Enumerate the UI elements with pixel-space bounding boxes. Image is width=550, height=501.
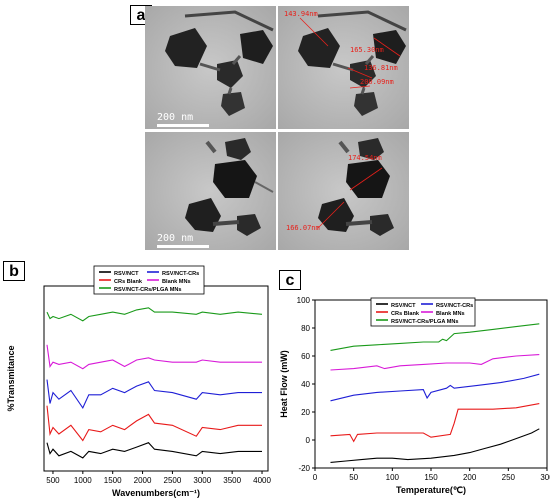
y-tick-label: -20 — [298, 464, 310, 473]
x-tick-label: 3000 — [193, 476, 211, 485]
y-tick-label: 100 — [297, 296, 311, 305]
legend: RSV/NCT RSV/NCT-CRs CRs Blank Blank MNs RSV/… — [93, 265, 205, 295]
tem-particles — [278, 132, 409, 250]
x-tick-label: 250 — [502, 473, 516, 482]
x-tick-label: 1500 — [104, 476, 122, 485]
tem-particles — [278, 6, 409, 129]
tem-image-bottom-right: 174.54nm 166.07nm — [278, 132, 409, 250]
panel-label-c: c — [279, 270, 301, 290]
x-axis-label: Temperature(℃) — [396, 485, 466, 495]
measurement-label: 165.30nm — [350, 46, 384, 54]
x-tick-label: 500 — [46, 476, 60, 485]
measurement-label: 166.07nm — [286, 224, 320, 232]
x-tick-label: 3500 — [223, 476, 241, 485]
series-line — [330, 373, 540, 402]
series-line — [46, 405, 262, 442]
legend-entry: RSV/NCT-CRs — [436, 303, 473, 309]
y-axis-label: Heat Flow (mW) — [279, 350, 289, 418]
x-tick-label: 4000 — [253, 476, 271, 485]
y-tick-label: 0 — [306, 436, 311, 445]
y-axis-label: %Transmitance — [6, 345, 16, 411]
y-tick-label: 60 — [301, 352, 310, 361]
panel-label-b: b — [3, 261, 25, 281]
ftir-chart: 500 1000 1500 2000 2500 3000 3500 4000 Wavenumbe… — [6, 265, 271, 498]
measurement-label: 200.09nm — [360, 78, 394, 86]
series-line — [330, 354, 540, 371]
y-tick-label: 40 — [301, 380, 310, 389]
tem-image-top-right: 143.94nm 165.30nm 136.81nm 200.09nm — [278, 6, 409, 129]
x-tick-label: 1000 — [74, 476, 92, 485]
x-tick-label: 200 — [463, 473, 477, 482]
legend-entry: Blank MNs — [162, 279, 191, 285]
legend-entry: RSV/NCT-CRs/PLGA MNs — [114, 287, 182, 293]
y-tick-label: 20 — [301, 408, 310, 417]
x-tick-label: 150 — [424, 473, 438, 482]
measurement-label: 174.54nm — [348, 154, 382, 162]
x-tick-label: 50 — [349, 473, 358, 482]
plot-frame — [43, 285, 269, 472]
series-line — [46, 307, 263, 322]
legend-entry: CRs Blank — [114, 279, 143, 285]
legend-entry: RSV/NCT-CRs/PLGA MNs — [391, 319, 459, 325]
series-line — [330, 428, 540, 463]
series-line — [46, 442, 262, 459]
scale-bar — [157, 245, 209, 248]
legend-entry: CRs Blank — [391, 311, 420, 317]
x-tick-label: 2000 — [134, 476, 152, 485]
series-line — [330, 323, 540, 351]
tem-particles — [145, 6, 276, 129]
measurement-label: 143.94nm — [284, 10, 318, 18]
series-line — [46, 344, 262, 370]
series-line — [46, 379, 262, 410]
x-tick-label: 100 — [386, 473, 400, 482]
y-tick-label: 80 — [301, 324, 310, 333]
tem-particles — [145, 132, 276, 250]
measurement-label: 136.81nm — [364, 64, 398, 72]
legend-entry: RSV/NCT-CRs — [162, 271, 199, 277]
scale-label: 200 nm — [157, 112, 194, 123]
tem-image-top-left: 200 nm — [145, 6, 276, 129]
legend-entry: RSV/NCT — [114, 271, 139, 277]
series-line — [330, 403, 540, 443]
x-tick-label: 300 — [540, 473, 550, 482]
scale-label: 200 nm — [157, 233, 194, 244]
legend-entry: RSV/NCT — [391, 303, 416, 309]
legend: RSV/NCT RSV/NCT-CRs CRs Blank Blank MNs RSV/… — [370, 297, 476, 327]
dsc-chart: 050100150200250300-20020406080100Tempera… — [279, 296, 550, 495]
legend-entry: Blank MNs — [436, 311, 465, 317]
tem-image-bottom-left: 200 nm — [145, 132, 276, 250]
x-tick-label: 2500 — [164, 476, 182, 485]
x-tick-label: 0 — [313, 473, 318, 482]
x-axis-label: Wavenumbers(cm⁻¹) — [112, 488, 200, 498]
scale-bar — [157, 124, 209, 127]
